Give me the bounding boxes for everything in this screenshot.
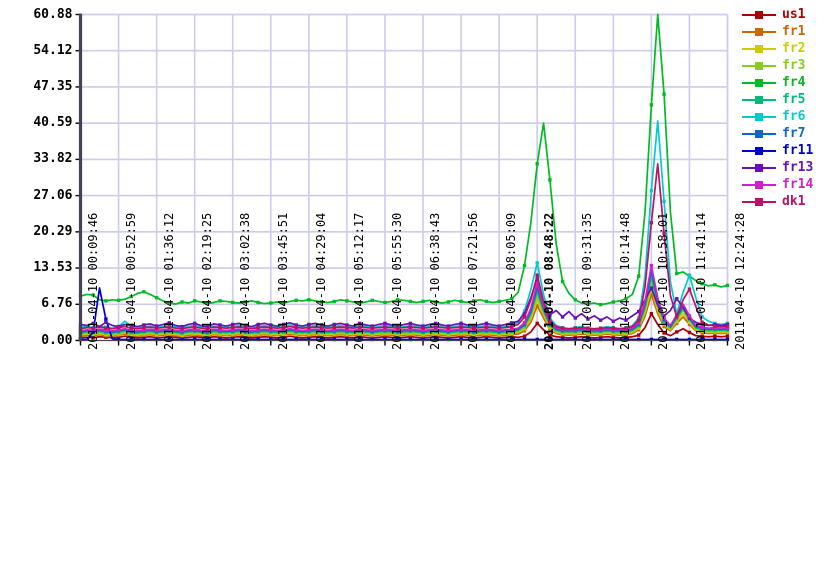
legend-label: fr6 xyxy=(782,109,806,124)
x-axis-tick-label: 2011-04-10 03:45:51 xyxy=(275,212,290,350)
y-axis-tick-label: 60.88 xyxy=(33,6,73,22)
legend-label: us1 xyxy=(782,7,806,22)
legend-swatch-icon xyxy=(742,59,776,72)
legend-swatch-icon xyxy=(742,127,776,140)
x-axis-tick-label: 2011-04-10 06:38:43 xyxy=(428,212,443,350)
legend-swatch-icon xyxy=(742,195,776,208)
x-axis-tick-label: 2011-04-10 08:48:22 xyxy=(542,212,557,350)
x-axis-tick-label: 2011-04-10 05:12:17 xyxy=(351,212,366,350)
legend-swatch-icon xyxy=(742,76,776,89)
legend-label: fr14 xyxy=(782,177,814,192)
y-axis-tick-label: 40.59 xyxy=(33,115,73,131)
legend-item-fr4[interactable]: fr4 xyxy=(742,74,838,91)
y-axis-tick-label: 47.35 xyxy=(33,78,73,94)
y-axis-tick-label: 20.29 xyxy=(33,223,73,239)
legend-item-dk1[interactable]: dk1 xyxy=(742,193,838,210)
x-axis-tick-label: 2011-04-10 00:09:46 xyxy=(85,212,100,350)
legend-swatch-icon xyxy=(742,25,776,38)
series-fr13 xyxy=(78,276,730,329)
x-axis-tick-label: 2011-04-10 10:58:01 xyxy=(656,212,671,350)
legend-item-fr13[interactable]: fr13 xyxy=(742,159,838,176)
x-axis-tick-label: 2011-04-10 08:05:09 xyxy=(504,212,519,350)
legend-label: fr3 xyxy=(782,58,806,73)
legend-swatch-icon xyxy=(742,161,776,174)
x-axis-tick-label: 2011-04-10 12:24:28 xyxy=(732,212,747,350)
legend-swatch-icon xyxy=(742,42,776,55)
legend-item-us1[interactable]: us1 xyxy=(742,6,838,23)
y-axis-tick-label: 0.00 xyxy=(41,332,73,348)
legend-label: fr7 xyxy=(782,126,806,141)
x-axis-ticks xyxy=(79,340,729,346)
legend-label: fr5 xyxy=(782,92,806,107)
legend-label: fr4 xyxy=(782,75,806,90)
legend-swatch-icon xyxy=(742,144,776,157)
legend-label: fr11 xyxy=(782,143,814,158)
legend-item-fr7[interactable]: fr7 xyxy=(742,125,838,142)
x-axis-tick-label: 2011-04-10 11:41:14 xyxy=(694,212,709,350)
x-axis-tick-label: 2011-04-10 03:02:38 xyxy=(237,212,252,350)
legend-label: dk1 xyxy=(782,194,806,209)
legend-swatch-icon xyxy=(742,8,776,21)
y-axis-tick-label: 6.76 xyxy=(41,296,73,312)
y-axis-tick-label: 27.06 xyxy=(33,187,73,203)
x-axis-tick-label: 2011-04-10 02:19:25 xyxy=(199,212,214,350)
x-axis-tick-label: 2011-04-10 10:14:48 xyxy=(618,212,633,350)
y-axis-tick-label: 54.12 xyxy=(33,42,73,58)
legend-label: fr1 xyxy=(782,24,806,39)
x-axis-tick-label: 2011-04-10 00:52:59 xyxy=(123,212,138,350)
x-axis-tick-label: 2011-04-10 07:21:56 xyxy=(466,212,481,350)
y-axis-tick-label: 33.82 xyxy=(33,151,73,167)
x-axis-tick-label: 2011-04-10 01:36:12 xyxy=(161,212,176,350)
legend-item-fr3[interactable]: fr3 xyxy=(742,57,838,74)
data-series-group xyxy=(78,13,730,342)
legend-item-fr1[interactable]: fr1 xyxy=(742,23,838,40)
legend-item-fr2[interactable]: fr2 xyxy=(742,40,838,57)
series-fr4 xyxy=(78,13,730,307)
x-axis-tick-label: 2011-04-10 04:29:04 xyxy=(313,212,328,350)
legend-swatch-icon xyxy=(742,93,776,106)
legend-swatch-icon xyxy=(742,110,776,123)
legend-item-fr11[interactable]: fr11 xyxy=(742,142,838,159)
legend-item-fr6[interactable]: fr6 xyxy=(742,108,838,125)
x-axis-tick-label: 2011-04-10 09:31:35 xyxy=(580,212,595,350)
legend-swatch-icon xyxy=(742,178,776,191)
legend-label: fr13 xyxy=(782,160,814,175)
x-axis-tick-label: 2011-04-10 05:55:30 xyxy=(389,212,404,350)
y-axis-tick-label: 13.53 xyxy=(33,260,73,276)
chart-legend: us1 fr1 fr2 fr3 fr4 fr5 fr6 fr7 fr11 fr13 fr14 dk1 xyxy=(742,6,838,210)
legend-label: fr2 xyxy=(782,41,806,56)
legend-item-fr14[interactable]: fr14 xyxy=(742,176,838,193)
legend-item-fr5[interactable]: fr5 xyxy=(742,91,838,108)
